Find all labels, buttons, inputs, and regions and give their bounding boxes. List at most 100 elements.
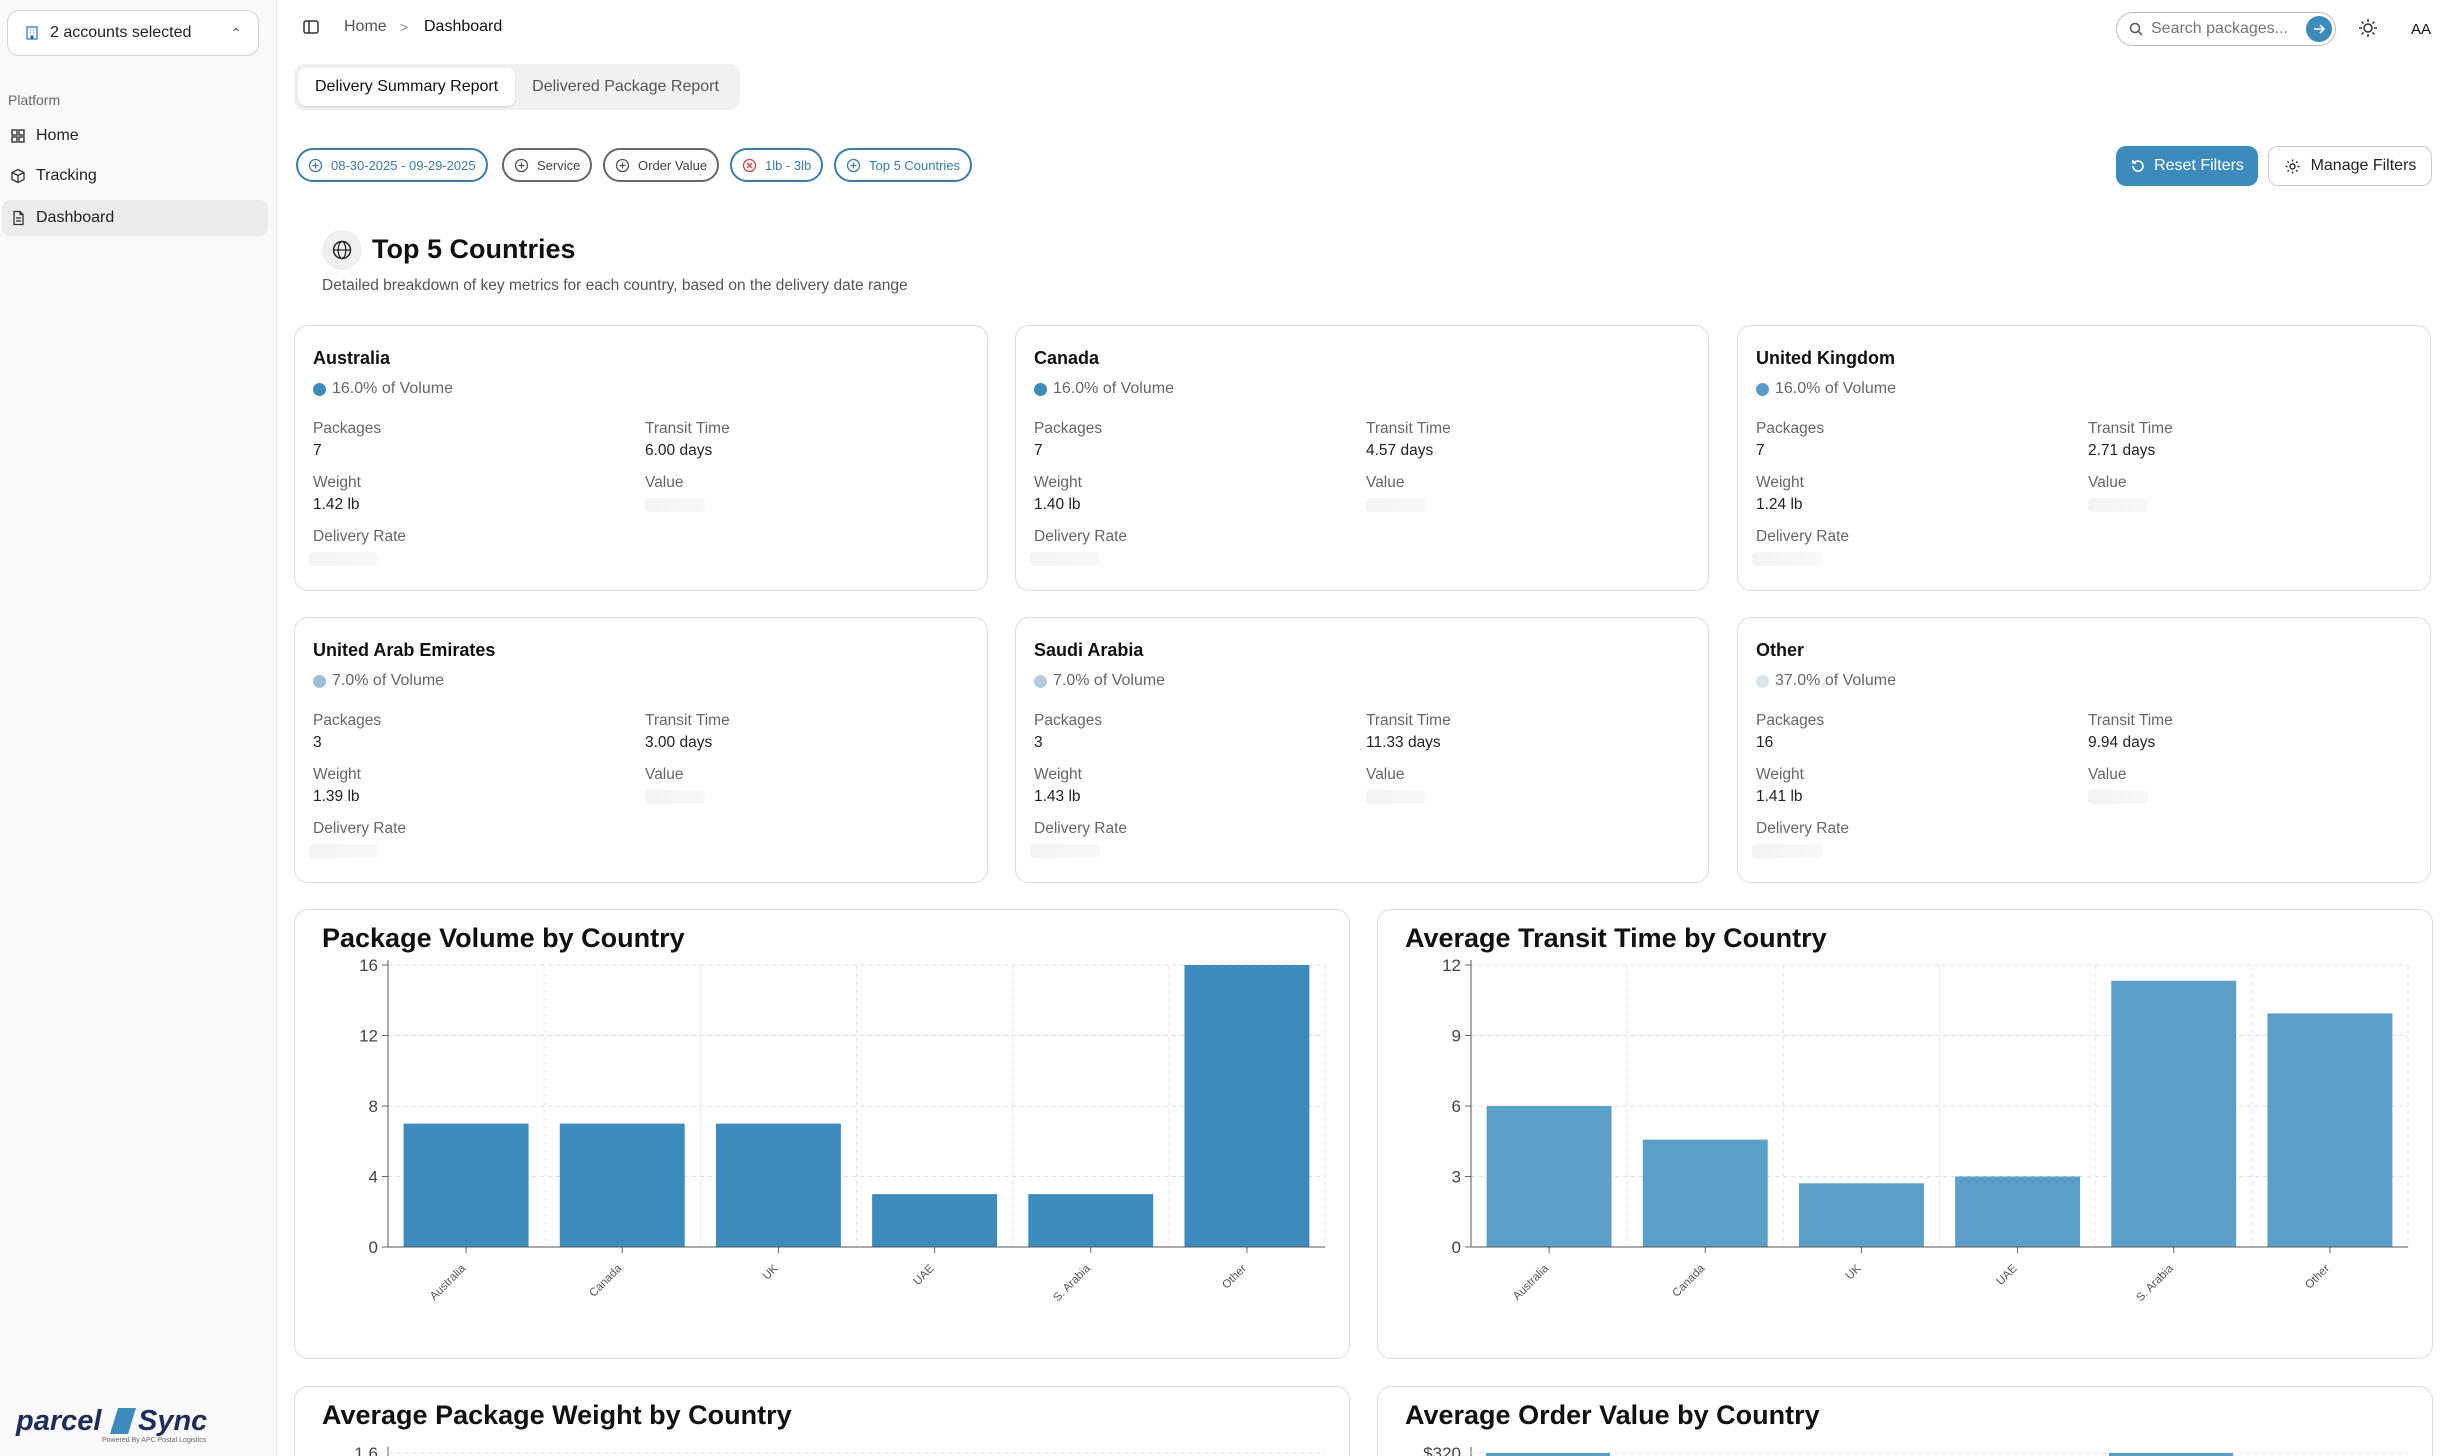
sidebar-item-home[interactable]: Home xyxy=(2,118,268,154)
tab-delivery-summary[interactable]: Delivery Summary Report xyxy=(298,68,516,106)
transit-value: 6.00 days xyxy=(645,442,713,459)
packages-value: 7 xyxy=(1034,442,1043,459)
account-selector[interactable]: 2 accounts selected ⌃ xyxy=(7,10,259,56)
y-tick-label: 8 xyxy=(369,1097,378,1116)
country-name: United Arab Emirates xyxy=(313,640,496,660)
section-title: Top 5 Countries xyxy=(372,234,576,264)
x-circle-icon[interactable] xyxy=(742,158,757,173)
manage-filters-button[interactable]: Manage Filters xyxy=(2268,146,2432,186)
sun-icon[interactable] xyxy=(2358,18,2378,38)
country-card: United Kingdom 16.0% of Volume Packages 7 Tr… xyxy=(1737,325,2431,591)
filter-chip-label: Order Value xyxy=(638,157,708,173)
reset-filters-button[interactable]: Reset Filters xyxy=(2116,146,2258,186)
chart-title: Average Order Value by Country xyxy=(1405,1400,1820,1430)
weight-label: Weight xyxy=(313,474,361,491)
value-placeholder xyxy=(645,498,705,512)
gear-icon xyxy=(2285,159,2300,173)
delivery-rate-placeholder xyxy=(309,552,379,566)
y-tick-label: 1.6 xyxy=(354,1444,378,1456)
volume-dot-icon xyxy=(1034,382,1047,396)
x-tick-label: UK xyxy=(1844,1262,1864,1282)
transit-value: 11.33 days xyxy=(1366,734,1441,751)
x-tick-label: Australia xyxy=(428,1262,469,1303)
country-card: Saudi Arabia 7.0% of Volume Packages 3 Trans… xyxy=(1015,617,1709,883)
bar-uae xyxy=(872,1194,998,1247)
sidebar: 2 accounts selected ⌃ Platform Home Trac… xyxy=(0,0,277,1456)
bar-canada xyxy=(559,1123,685,1247)
sidebar-item-tracking[interactable]: Tracking xyxy=(2,158,268,194)
chevron-right-icon: > xyxy=(400,19,409,35)
bar-uae xyxy=(1955,1176,2081,1247)
chart-title: Package Volume by Country xyxy=(322,923,685,953)
parcelsync-logo: parcel Sync Powered By APC Postal Logist… xyxy=(15,1405,207,1444)
manage-filters-label: Manage Filters xyxy=(2310,157,2417,174)
value-label: Value xyxy=(2088,474,2127,491)
y-tick-label: 9 xyxy=(1452,1027,1461,1046)
x-tick-label: S. Arabia xyxy=(2134,1262,2176,1304)
bar-s-arabia xyxy=(2111,980,2237,1247)
x-tick-label: Other xyxy=(1220,1263,1249,1292)
weight-label: Weight xyxy=(1034,474,1082,491)
bar-other xyxy=(2267,1013,2393,1247)
filter-chip-date-range[interactable]: 08-30-2025 - 09-29-2025 xyxy=(296,148,488,182)
svg-text:parcel: parcel xyxy=(15,1405,102,1437)
sidebar-item-dashboard[interactable]: Dashboard xyxy=(2,200,268,236)
filter-chip-weight[interactable]: 1lb - 3lb xyxy=(730,148,824,182)
bar-uk xyxy=(715,1123,841,1247)
tab-delivered-package[interactable]: Delivered Package Report xyxy=(532,78,719,95)
weight-value: 1.42 lb xyxy=(313,496,360,513)
country-volume: 16.0% of Volume xyxy=(313,380,453,398)
sidebar-item-label: Dashboard xyxy=(36,209,115,226)
x-tick-label: UAE xyxy=(911,1262,936,1287)
value-label: Value xyxy=(645,474,684,491)
search-box[interactable] xyxy=(2116,12,2336,46)
bar-s-arabia xyxy=(1028,1194,1154,1247)
building-icon xyxy=(26,26,38,40)
filter-chip-top-countries[interactable]: Top 5 Countries xyxy=(834,148,973,182)
sidebar-item-label: Home xyxy=(36,127,79,144)
sidebar-item-label: Tracking xyxy=(36,167,97,184)
bar-australia xyxy=(1486,1106,1612,1247)
top-header: Home > Dashboard AA xyxy=(278,0,2450,56)
reset-filters-label: Reset Filters xyxy=(2154,157,2244,174)
country-name: Australia xyxy=(313,348,391,368)
transit-label: Transit Time xyxy=(645,420,730,437)
chart-title: Average Package Weight by Country xyxy=(322,1400,792,1430)
plus-circle-icon xyxy=(615,158,630,172)
arrow-right-icon xyxy=(2314,24,2326,34)
volume-bar-chart: 0 4 8 12 16 Australia Canada UK UAE S. Arabia Othe… xyxy=(359,956,1326,1304)
bar-other xyxy=(1184,965,1310,1247)
volume-text: 16.0% of Volume xyxy=(1775,380,1896,397)
filter-chip-order-value[interactable]: Order Value xyxy=(603,148,720,182)
filter-chip-service[interactable]: Service xyxy=(502,148,593,182)
order-value-bar-chart: $320 xyxy=(1423,1444,2408,1456)
delivery-rate-placeholder xyxy=(1030,844,1100,858)
user-avatar[interactable]: AA xyxy=(2410,20,2431,38)
transit-value: 4.57 days xyxy=(1366,442,1434,459)
y-tick-label: 16 xyxy=(359,956,378,975)
breadcrumb-current: Dashboard xyxy=(424,18,503,35)
bar-canada xyxy=(1642,1139,1768,1247)
packages-label: Packages xyxy=(1756,712,1825,729)
delivery-rate-placeholder xyxy=(1752,552,1822,566)
delivery-rate-label: Delivery Rate xyxy=(1034,528,1128,545)
country-name: Canada xyxy=(1034,348,1100,368)
breadcrumb-home[interactable]: Home xyxy=(344,18,387,35)
value-label: Value xyxy=(645,766,684,783)
y-tick-label: 0 xyxy=(369,1238,378,1257)
search-input[interactable] xyxy=(2151,20,2291,38)
value-placeholder xyxy=(645,790,705,804)
sidebar-toggle-icon[interactable] xyxy=(302,18,320,36)
weight-label: Weight xyxy=(1034,766,1082,783)
country-card: United Arab Emirates 7.0% of Volume Packag… xyxy=(294,617,988,883)
packages-label: Packages xyxy=(1756,420,1825,437)
search-submit-button[interactable] xyxy=(2306,16,2332,42)
x-tick-label: Australia xyxy=(1511,1262,1552,1303)
value-placeholder xyxy=(1366,790,1426,804)
filter-chip-label: 1lb - 3lb xyxy=(765,157,812,173)
x-tick-label: Canada xyxy=(587,1262,624,1299)
y-tick-label: 3 xyxy=(1452,1168,1461,1187)
volume-dot-icon xyxy=(313,674,326,688)
packages-label: Packages xyxy=(313,420,382,437)
bar-top-2 xyxy=(2109,1453,2233,1456)
